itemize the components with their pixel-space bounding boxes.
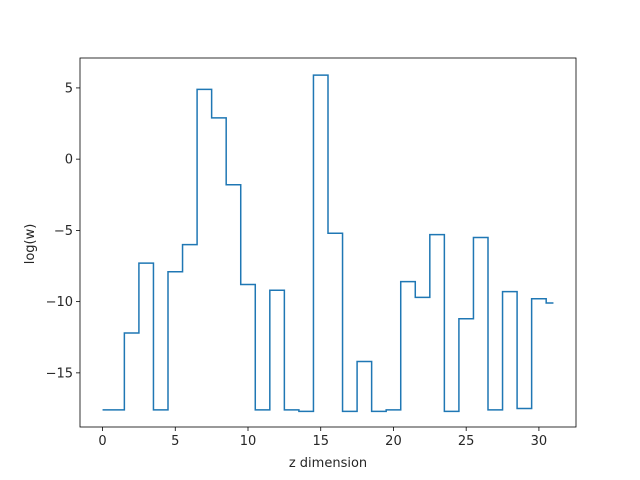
x-tick-label: 10 xyxy=(240,434,257,449)
x-axis-label: z dimension xyxy=(289,456,367,471)
y-tick-label: −5 xyxy=(54,224,73,239)
plot-area xyxy=(79,57,577,428)
x-tick-label: 5 xyxy=(171,434,179,449)
series-line xyxy=(102,74,554,413)
plot-frame xyxy=(79,57,577,428)
x-tick-label: 15 xyxy=(312,434,329,449)
x-tick-label: 20 xyxy=(385,434,402,449)
y-tick-label: −15 xyxy=(46,366,73,381)
x-tick-label: 0 xyxy=(98,434,106,449)
x-tick-label: 25 xyxy=(458,434,475,449)
y-tick-label: −10 xyxy=(46,295,73,310)
y-tick-label: 5 xyxy=(65,81,73,96)
y-axis-label: log(w) xyxy=(23,224,38,265)
y-tick-label: 0 xyxy=(65,153,73,168)
y-axis-ticks: 5 0 −5 −10 −15 xyxy=(46,81,80,381)
x-tick-label: 30 xyxy=(531,434,548,449)
x-axis-ticks: 0 5 10 15 20 25 30 xyxy=(98,427,547,449)
